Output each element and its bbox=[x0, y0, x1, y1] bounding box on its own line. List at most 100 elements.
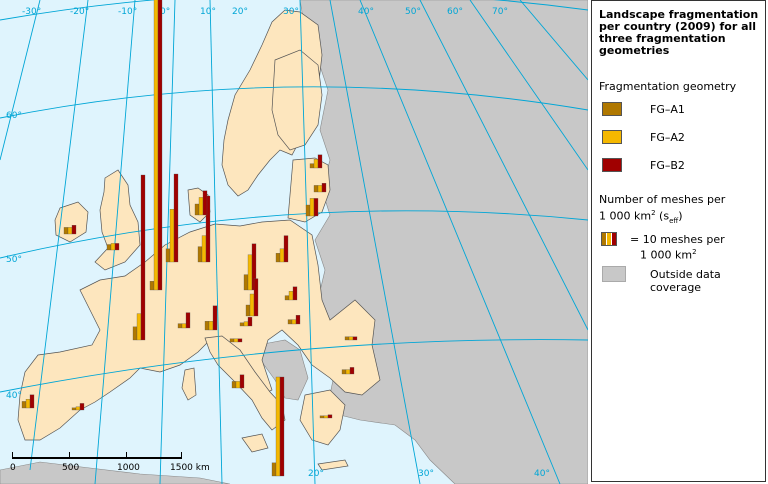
bar-group-slovenia bbox=[229, 338, 243, 343]
bar-group-mediterranean-island bbox=[231, 374, 245, 389]
lon-label-m20: -20° bbox=[70, 7, 89, 17]
legend-scale-text-line-2: 1 000 km2 bbox=[640, 248, 697, 262]
legend-swatch-fg-a1 bbox=[602, 102, 622, 116]
bar-fg-a1 bbox=[106, 244, 112, 251]
bar-fg-a1 bbox=[194, 203, 200, 216]
bar-fg-a1 bbox=[319, 415, 325, 419]
bar-fg-b2 bbox=[349, 367, 355, 375]
legend-scale-symbol bbox=[601, 232, 617, 246]
bar-fg-a1 bbox=[243, 274, 249, 291]
bar-fg-b2 bbox=[29, 394, 35, 409]
bar-group-netherlands bbox=[165, 173, 179, 263]
lat-label-60: 60° bbox=[6, 111, 22, 121]
bar-fg-a2 bbox=[201, 235, 207, 263]
bar-fg-a2 bbox=[279, 248, 285, 263]
bar-fg-a1 bbox=[229, 338, 235, 343]
bar-fg-a2 bbox=[317, 185, 323, 193]
bar-fg-b2 bbox=[212, 305, 218, 331]
bar-fg-a2 bbox=[181, 323, 187, 329]
bar-fg-b2 bbox=[283, 235, 289, 263]
legend-scale-bar-b2 bbox=[612, 233, 616, 245]
legend-title: Landscape fragmentation per country (200… bbox=[599, 9, 759, 57]
bar-fg-a1 bbox=[239, 322, 245, 327]
bar-fg-a2 bbox=[75, 406, 81, 411]
lat-label-50: 50° bbox=[6, 255, 22, 265]
bar-fg-b2 bbox=[157, 0, 163, 291]
europe-fragmentation-map: -30° -20° -10° 0° 10° 20° 30° 40° 50° 60… bbox=[0, 0, 588, 484]
scale-tick-0 bbox=[12, 452, 13, 458]
legend-label-fg-a1: FG–A1 bbox=[650, 103, 685, 116]
bar-fg-b2 bbox=[237, 338, 243, 343]
bar-group-portugal bbox=[21, 394, 35, 409]
legend-title-line-2: per country (2009) for all bbox=[599, 20, 757, 33]
bar-fg-a2 bbox=[348, 336, 354, 341]
legend-scale-text-line-1: = 10 meshes per bbox=[630, 233, 725, 246]
bar-fg-a2 bbox=[323, 415, 329, 419]
bar-fg-a2 bbox=[345, 369, 351, 375]
lon-label-40: 40° bbox=[358, 7, 374, 17]
graticule-labels: -30° -20° -10° 0° 10° 20° 30° 40° 50° 60… bbox=[6, 7, 550, 479]
covered-land-areas bbox=[17, 9, 381, 471]
legend-title-line-4: geometries bbox=[599, 44, 670, 57]
bar-group-austria bbox=[239, 317, 253, 327]
lon-label-bottom-30: 30° bbox=[418, 469, 434, 479]
lon-label-10: 10° bbox=[200, 7, 216, 17]
bar-group-hungary bbox=[287, 315, 301, 325]
lon-label-m30: -30° bbox=[22, 7, 41, 17]
bar-fg-a2 bbox=[110, 243, 116, 251]
bar-group-poland bbox=[275, 235, 289, 263]
legend-outside-line-2: coverage bbox=[650, 281, 702, 294]
bar-fg-a2 bbox=[291, 319, 297, 325]
bar-fg-a1 bbox=[305, 204, 311, 217]
bar-fg-a1 bbox=[149, 281, 155, 291]
lon-label-50: 50° bbox=[405, 7, 421, 17]
bar-group-malta bbox=[271, 376, 285, 477]
bar-fg-b2 bbox=[327, 414, 333, 419]
bar-fg-a1 bbox=[63, 227, 69, 235]
country-bar-symbols bbox=[21, 0, 358, 477]
bar-fg-a2 bbox=[249, 293, 255, 317]
bar-group-belgium bbox=[149, 0, 163, 291]
bar-fg-a1 bbox=[245, 304, 251, 317]
bar-fg-a1 bbox=[21, 401, 27, 409]
bar-fg-a1 bbox=[287, 319, 293, 325]
bar-fg-a1 bbox=[275, 253, 281, 263]
legend-scale-bar-a1 bbox=[602, 233, 606, 245]
bar-fg-b2 bbox=[173, 173, 179, 263]
bar-fg-a2 bbox=[247, 254, 253, 291]
bar-group-switzerland bbox=[177, 312, 191, 329]
bar-fg-b2 bbox=[317, 154, 323, 169]
bar-fg-a1 bbox=[231, 381, 237, 389]
bar-fg-a1 bbox=[197, 246, 203, 263]
graticule bbox=[0, 0, 588, 484]
legend-meshes-heading-line-2: 1 000 km2 (seff) bbox=[599, 209, 683, 225]
bar-fg-a1 bbox=[341, 369, 347, 375]
legend-title-line-3: three fragmentation bbox=[599, 32, 726, 45]
legend-geometry-heading: Fragmentation geometry bbox=[599, 80, 737, 93]
bar-fg-a2 bbox=[275, 376, 281, 477]
legend-swatch-fg-a2 bbox=[602, 130, 622, 144]
legend-panel: Landscape fragmentation per country (200… bbox=[591, 0, 766, 482]
bar-group-bulgaria bbox=[344, 336, 358, 341]
bar-fg-a1 bbox=[309, 163, 315, 169]
bar-fg-a1 bbox=[132, 326, 138, 341]
bar-fg-a1 bbox=[71, 407, 77, 411]
bar-fg-a2 bbox=[313, 159, 319, 169]
lon-label-30: 30° bbox=[283, 7, 299, 17]
lon-label-60: 60° bbox=[447, 7, 463, 17]
scale-label-1500: 1500 km bbox=[170, 463, 210, 473]
scale-label-1000: 1000 bbox=[117, 463, 140, 473]
bar-group-estonia bbox=[309, 154, 323, 169]
lon-label-m10: -10° bbox=[118, 7, 137, 17]
scale-bar-line bbox=[12, 457, 182, 459]
bar-fg-a2 bbox=[153, 0, 159, 291]
bar-group-denmark bbox=[194, 190, 208, 216]
legend-meshes-heading-line-1: Number of meshes per bbox=[599, 193, 726, 206]
bar-fg-a1 bbox=[313, 185, 319, 193]
scale-tick-1000 bbox=[126, 452, 127, 458]
bar-group-slovakia bbox=[284, 286, 298, 301]
bar-fg-a1 bbox=[271, 462, 277, 477]
bar-group-germany bbox=[243, 243, 257, 291]
bar-group-italy bbox=[204, 305, 218, 331]
bar-fg-a2 bbox=[233, 338, 239, 343]
